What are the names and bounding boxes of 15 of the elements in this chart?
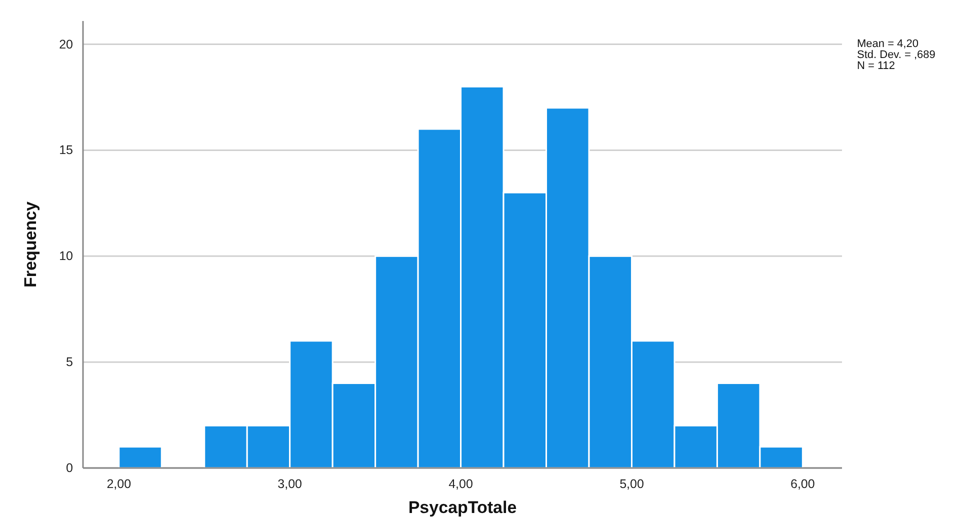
x-tick-label: 3,00 — [278, 477, 302, 491]
text: Std. Dev. = ,689 — [857, 49, 936, 61]
text: Mean = 4,20 — [857, 38, 918, 50]
y-tick-label: 10 — [59, 249, 74, 264]
y-tick-label: 0 — [66, 461, 74, 475]
x-tick-label: 4,00 — [448, 477, 473, 491]
x-axis-title: PsycapTotale — [408, 498, 517, 517]
x-tick-label: 5,00 — [620, 477, 644, 491]
y-tick-label: 15 — [59, 143, 74, 158]
text: N = 112 — [857, 60, 896, 72]
y-tick-label: 5 — [66, 355, 74, 370]
x-tick-label: 2,00 — [106, 477, 132, 491]
x-tick-label: 6,00 — [790, 477, 815, 491]
y-axis-title: Frequency — [21, 200, 40, 288]
y-tick-label: 20 — [59, 37, 74, 52]
